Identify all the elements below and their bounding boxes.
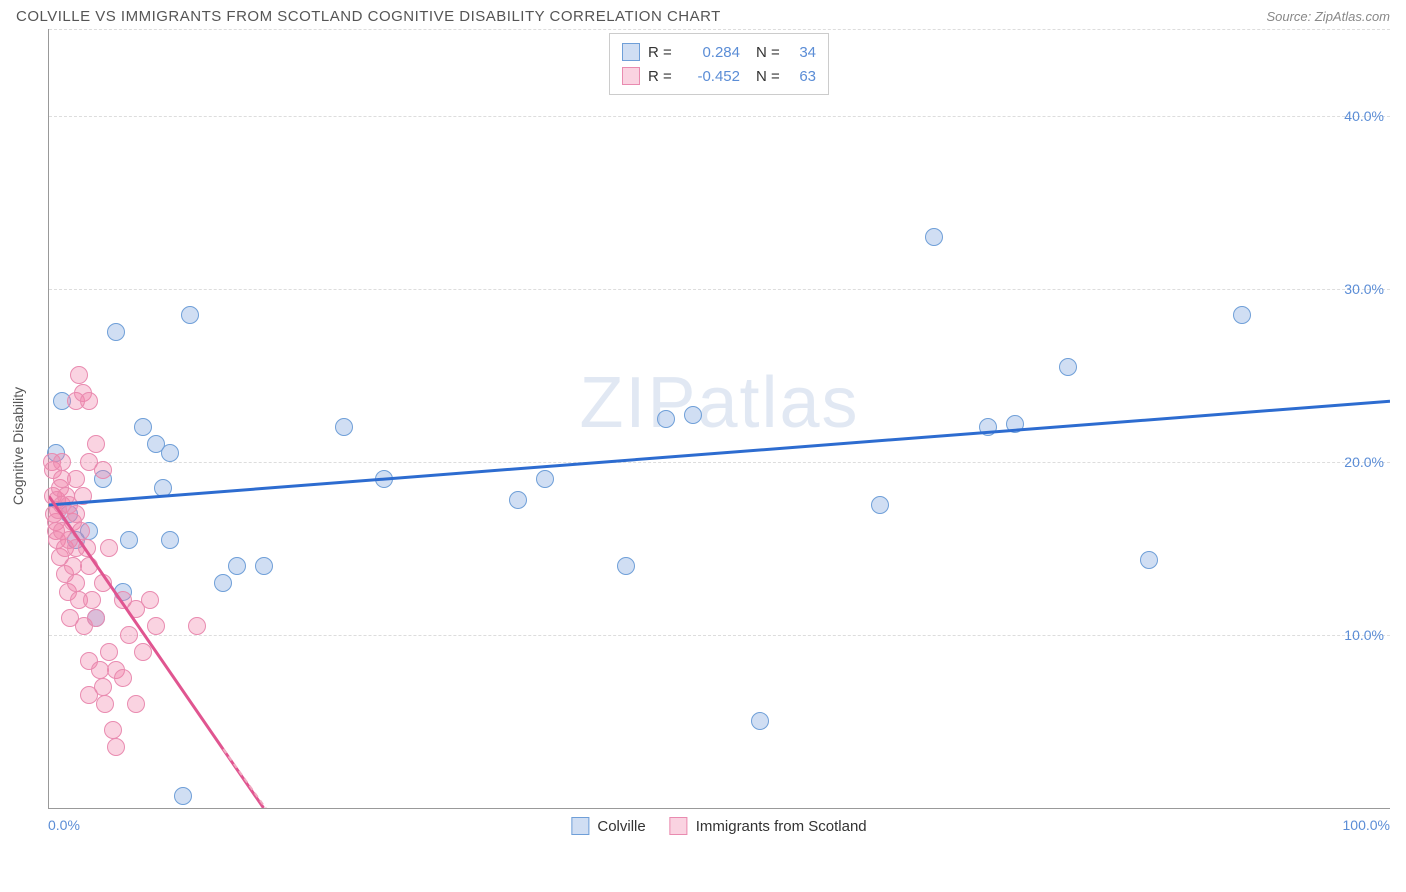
x-tick-label: 100.0% xyxy=(1343,817,1390,833)
data-point xyxy=(375,470,393,488)
stats-legend-row: R = -0.452 N = 63 xyxy=(622,64,816,88)
y-axis-label: Cognitive Disability xyxy=(10,387,26,505)
data-point xyxy=(684,406,702,424)
n-label: N = xyxy=(756,44,784,61)
data-point xyxy=(94,461,112,479)
data-point xyxy=(1140,551,1158,569)
data-point xyxy=(87,609,105,627)
series-legend: Colville Immigrants from Scotland xyxy=(571,817,866,835)
data-point xyxy=(67,470,85,488)
data-point xyxy=(78,539,96,557)
data-point xyxy=(255,557,273,575)
y-tick-label: 20.0% xyxy=(1344,454,1384,470)
n-label: N = xyxy=(756,68,784,85)
r-label: R = xyxy=(648,68,676,85)
data-point xyxy=(181,306,199,324)
data-point xyxy=(120,626,138,644)
series-legend-item: Colville xyxy=(571,817,645,835)
gridline xyxy=(49,635,1390,636)
data-point xyxy=(174,787,192,805)
stats-legend-row: R = 0.284 N = 34 xyxy=(622,40,816,64)
data-point xyxy=(141,591,159,609)
data-point xyxy=(94,574,112,592)
data-point xyxy=(74,487,92,505)
data-point xyxy=(53,453,71,471)
legend-swatch xyxy=(622,67,640,85)
data-point xyxy=(161,444,179,462)
data-point xyxy=(188,617,206,635)
series-label: Colville xyxy=(597,818,645,835)
series-label: Immigrants from Scotland xyxy=(696,818,867,835)
data-point xyxy=(83,591,101,609)
data-point xyxy=(979,418,997,436)
data-point xyxy=(70,366,88,384)
data-point xyxy=(147,617,165,635)
data-point xyxy=(107,738,125,756)
data-point xyxy=(1006,415,1024,433)
data-point xyxy=(228,557,246,575)
data-point xyxy=(104,721,122,739)
y-tick-label: 30.0% xyxy=(1344,281,1384,297)
legend-swatch xyxy=(622,43,640,61)
data-point xyxy=(107,323,125,341)
data-point xyxy=(617,557,635,575)
data-point xyxy=(80,392,98,410)
data-point xyxy=(1233,306,1251,324)
data-point xyxy=(67,505,85,523)
gridline xyxy=(49,462,1390,463)
data-point xyxy=(114,669,132,687)
data-point xyxy=(751,712,769,730)
data-point xyxy=(72,522,90,540)
header: COLVILLE VS IMMIGRANTS FROM SCOTLAND COG… xyxy=(0,0,1406,29)
gridline xyxy=(49,116,1390,117)
data-point xyxy=(335,418,353,436)
data-point xyxy=(87,435,105,453)
data-point xyxy=(100,539,118,557)
stats-legend: R = 0.284 N = 34 R = -0.452 N = 63 xyxy=(609,33,829,95)
data-point xyxy=(657,410,675,428)
r-value: -0.452 xyxy=(684,68,740,85)
source-label: Source: ZipAtlas.com xyxy=(1266,9,1390,24)
plot-area: ZIPatlas 10.0% 20.0% 30.0% 40.0% xyxy=(48,29,1390,809)
data-point xyxy=(536,470,554,488)
n-value: 63 xyxy=(792,68,816,85)
data-point xyxy=(100,643,118,661)
gridline xyxy=(49,29,1390,30)
data-point xyxy=(134,418,152,436)
data-point xyxy=(154,479,172,497)
data-point xyxy=(214,574,232,592)
r-label: R = xyxy=(648,44,676,61)
legend-swatch xyxy=(571,817,589,835)
data-point xyxy=(134,643,152,661)
n-value: 34 xyxy=(792,44,816,61)
data-point xyxy=(925,228,943,246)
data-point xyxy=(1059,358,1077,376)
data-point xyxy=(96,695,114,713)
data-point xyxy=(871,496,889,514)
data-point xyxy=(67,574,85,592)
trend-line xyxy=(223,749,290,808)
series-legend-item: Immigrants from Scotland xyxy=(670,817,867,835)
data-point xyxy=(509,491,527,509)
y-tick-label: 40.0% xyxy=(1344,108,1384,124)
chart-wrap: ZIPatlas 10.0% 20.0% 30.0% 40.0% R = 0.284 … xyxy=(48,29,1390,839)
data-point xyxy=(80,557,98,575)
data-point xyxy=(94,678,112,696)
data-point xyxy=(161,531,179,549)
data-point xyxy=(120,531,138,549)
r-value: 0.284 xyxy=(684,44,740,61)
y-tick-label: 10.0% xyxy=(1344,627,1384,643)
legend-swatch xyxy=(670,817,688,835)
gridline xyxy=(49,289,1390,290)
chart-title: COLVILLE VS IMMIGRANTS FROM SCOTLAND COG… xyxy=(16,8,721,25)
watermark: ZIPatlas xyxy=(579,362,859,444)
data-point xyxy=(127,695,145,713)
x-tick-label: 0.0% xyxy=(48,817,80,833)
